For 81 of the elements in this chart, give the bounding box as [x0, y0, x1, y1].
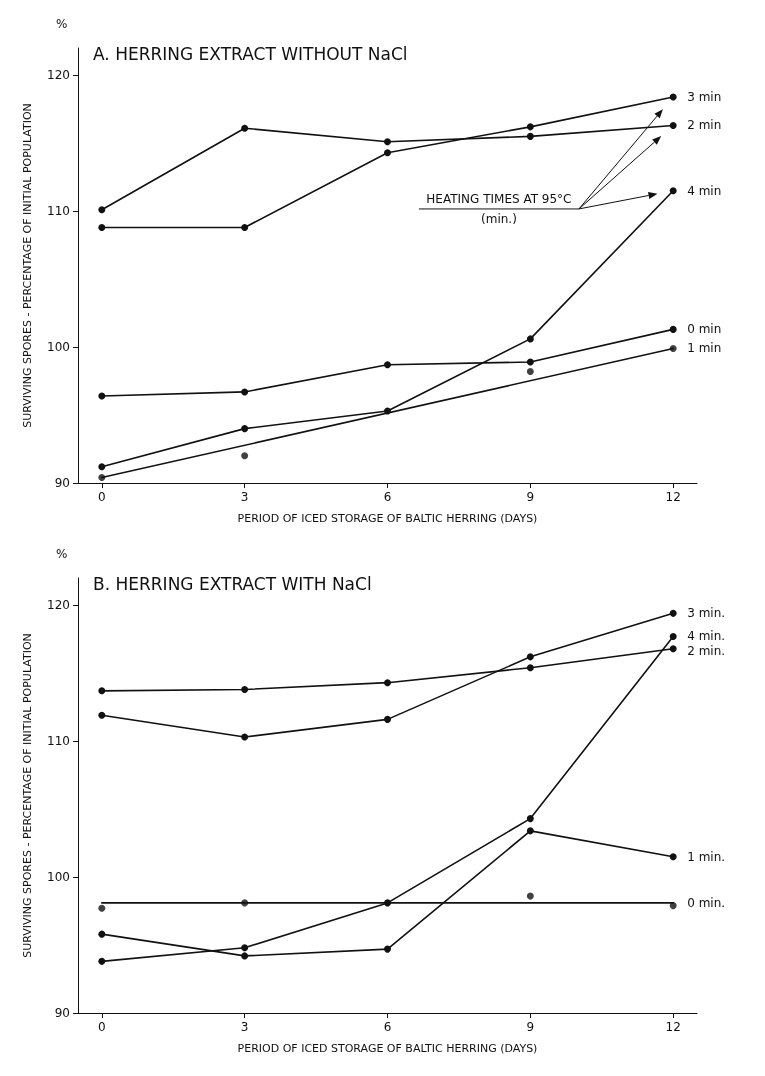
x-tick-label: 0: [97, 1020, 106, 1034]
point: [526, 827, 534, 835]
y-tick-label: 90: [54, 1006, 70, 1020]
point: [384, 138, 391, 146]
text: %: [56, 17, 68, 31]
point: [384, 715, 391, 723]
point: [98, 463, 106, 471]
y-axis-title: SURVIVING SPORES - PERCENTAGE OF INITIAL POPULATION: [21, 103, 34, 428]
point: [98, 223, 106, 231]
point: [526, 358, 534, 366]
point: [526, 335, 534, 343]
series-label: 0 min: [687, 322, 722, 337]
y-axis-title: SURVIVING SPORES - PERCENTAGE OF INITIAL POPULATION: [21, 633, 34, 958]
point: [98, 687, 106, 695]
point: [669, 121, 677, 129]
y-tick-label: 110: [47, 734, 70, 749]
series-label: 0 min.: [687, 895, 726, 910]
point: [241, 944, 249, 952]
point: [384, 945, 391, 953]
point: [241, 425, 249, 433]
chart-title: B. HERRING EXTRACT WITH NaCl: [93, 573, 372, 594]
point: [98, 957, 106, 965]
point: [241, 388, 249, 396]
series-label: 3 min.: [687, 606, 726, 621]
point: [384, 361, 391, 369]
series-label: 1 min.: [687, 849, 726, 864]
point: [669, 632, 677, 640]
series-label: 2 min: [687, 118, 722, 133]
point: [98, 206, 106, 214]
x-axis-title: PERIOD OF ICED STORAGE OF BALTIC HERRING (DAYS): [237, 1042, 538, 1055]
point: [241, 685, 249, 693]
x-tick-label: 9: [526, 490, 535, 504]
x-tick-label: 3: [240, 1020, 249, 1034]
y-tick-label: 120: [47, 68, 70, 83]
point: [241, 124, 249, 132]
point: [98, 930, 106, 938]
series-label: 2 min.: [687, 644, 726, 659]
point: [526, 368, 534, 376]
point: [526, 132, 534, 140]
point: [669, 645, 677, 653]
point: [669, 187, 677, 195]
series-label: 4 min: [687, 183, 722, 198]
point: [669, 325, 677, 333]
point: [241, 733, 249, 741]
x-tick-label: 12: [665, 490, 681, 504]
y-tick-label: 100: [47, 870, 70, 885]
y-tick-label: 120: [47, 598, 70, 613]
point: [526, 892, 534, 900]
point: [384, 679, 391, 687]
point: [98, 711, 106, 719]
x-tick-label: 6: [383, 490, 392, 504]
series-label: 3 min: [687, 89, 722, 104]
point: [669, 609, 677, 617]
point: [241, 452, 249, 460]
point: [98, 904, 106, 912]
x-tick-label: 12: [665, 1020, 681, 1034]
point: [526, 664, 534, 672]
point: [669, 93, 677, 101]
point: [526, 653, 534, 661]
chart-title: A. HERRING EXTRACT WITHOUT NaCl: [93, 43, 408, 64]
point: [669, 853, 677, 861]
point: [526, 123, 534, 131]
series-label: 4 min.: [687, 629, 726, 644]
point: [384, 899, 391, 907]
series-label: 1 min: [687, 341, 722, 356]
x-tick-label: 9: [526, 1020, 535, 1034]
point: [384, 407, 391, 415]
x-tick-label: 6: [383, 1020, 392, 1034]
point: [98, 392, 106, 400]
annotation: HEATING TIMES AT 95°C (min.): [426, 191, 572, 226]
y-tick-label: 100: [47, 340, 70, 355]
text: %: [56, 547, 68, 561]
point: [526, 815, 534, 823]
point: [241, 223, 249, 231]
point: [384, 149, 391, 157]
y-tick-label: 110: [47, 204, 70, 219]
x-tick-label: 0: [97, 490, 106, 504]
x-axis-title: PERIOD OF ICED STORAGE OF BALTIC HERRING (DAYS): [237, 512, 538, 525]
x-tick-label: 3: [240, 490, 249, 504]
y-tick-label: 90: [54, 476, 70, 490]
point: [241, 952, 249, 960]
